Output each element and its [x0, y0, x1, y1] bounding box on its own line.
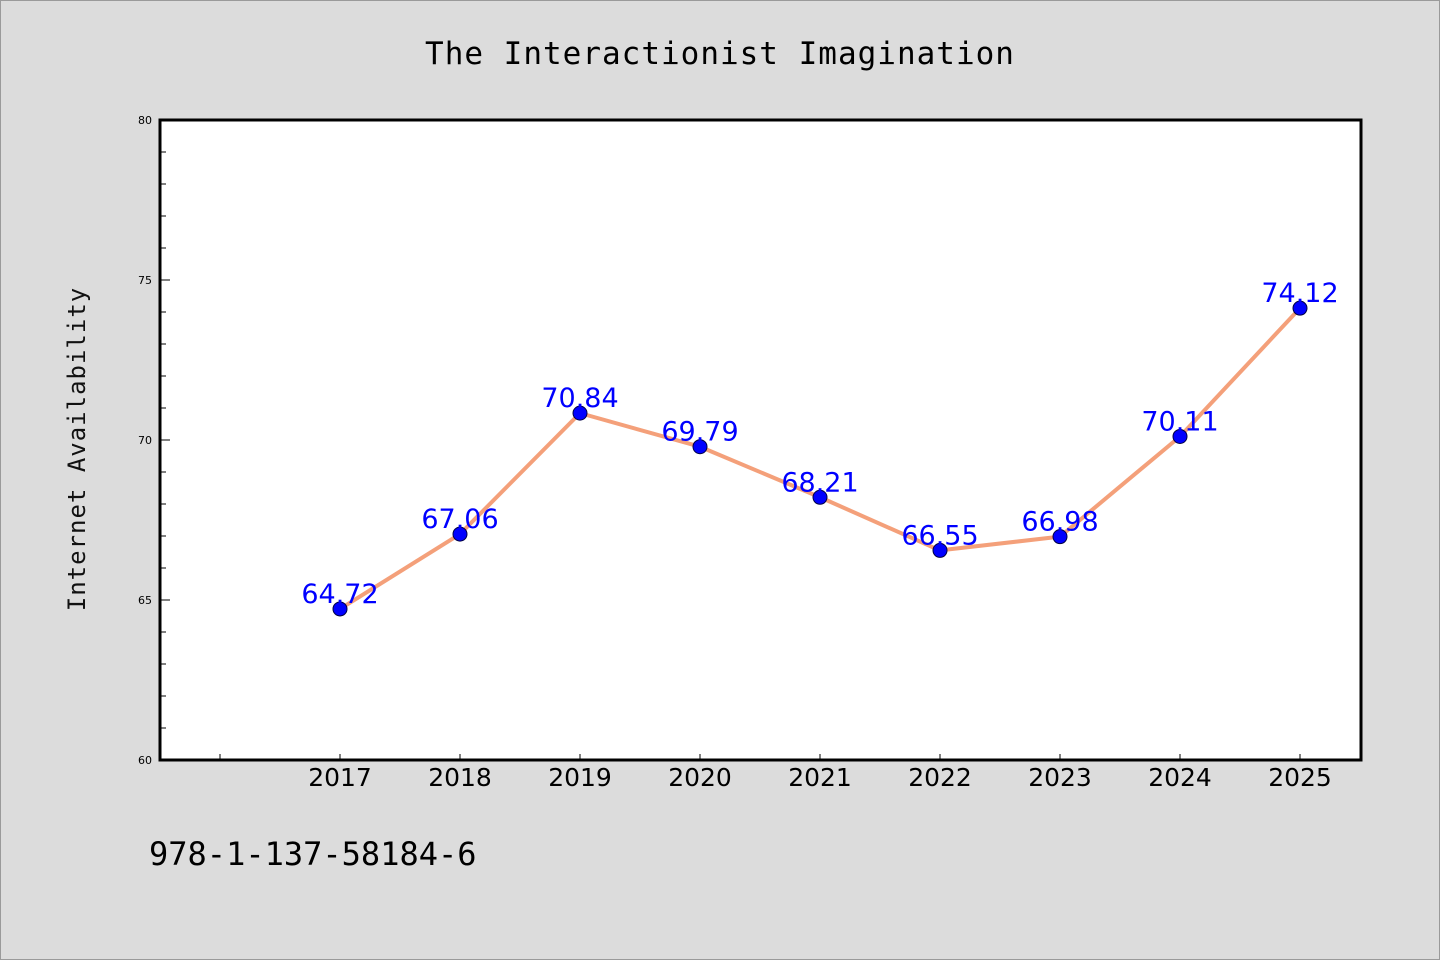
chart-title: The Interactionist Imagination [425, 36, 1015, 72]
y-tick-label: 80 [138, 114, 152, 127]
data-point-marker [1172, 428, 1188, 444]
x-tick-label: 2020 [668, 763, 732, 792]
data-point-marker [692, 439, 708, 455]
series-group [332, 300, 1308, 617]
isbn-footer: 978-1-137-58184-6 [149, 835, 477, 873]
x-tick-label: 2023 [1028, 763, 1092, 792]
data-point-marker [1292, 300, 1308, 316]
data-point-marker [932, 542, 948, 558]
data-point-marker [812, 489, 828, 505]
data-label: 66.55 [901, 520, 978, 551]
data-point-marker [332, 601, 348, 617]
y-axis-ticks: 60 65 70 75 80 [138, 114, 170, 767]
data-point-marker [452, 526, 468, 542]
data-label: 69.79 [661, 417, 738, 448]
x-axis-ticks: 2017 2018 2019 2020 2021 2022 2023 2024 2025 [219, 754, 1332, 792]
x-tick-label: 2018 [428, 763, 492, 792]
data-label: 64.72 [301, 579, 378, 610]
data-point-marker [572, 405, 588, 421]
data-label: 74.12 [1261, 278, 1338, 309]
data-label: 70.11 [1141, 406, 1218, 437]
y-tick-label: 65 [138, 594, 152, 607]
data-label: 70.84 [541, 383, 618, 414]
data-labels: 64.72 67.06 70.84 69.79 68.21 66.55 66.98 70.11… [301, 278, 1338, 610]
x-tick-label: 2021 [788, 763, 852, 792]
data-label: 67.06 [421, 504, 498, 535]
y-tick-label: 60 [138, 754, 152, 767]
data-label: 66.98 [1021, 507, 1098, 538]
y-axis-label: Internet Availability [63, 287, 91, 611]
data-point-marker [1052, 529, 1068, 545]
y-tick-label: 75 [138, 274, 152, 287]
x-tick-label: 2024 [1148, 763, 1212, 792]
x-tick-label: 2019 [548, 763, 612, 792]
x-tick-label: 2022 [908, 763, 972, 792]
data-label: 68.21 [781, 467, 858, 498]
x-tick-label: 2025 [1268, 763, 1332, 792]
x-tick-label: 2017 [308, 763, 372, 792]
plot-area [158, 118, 1363, 762]
y-tick-label: 70 [138, 434, 152, 447]
